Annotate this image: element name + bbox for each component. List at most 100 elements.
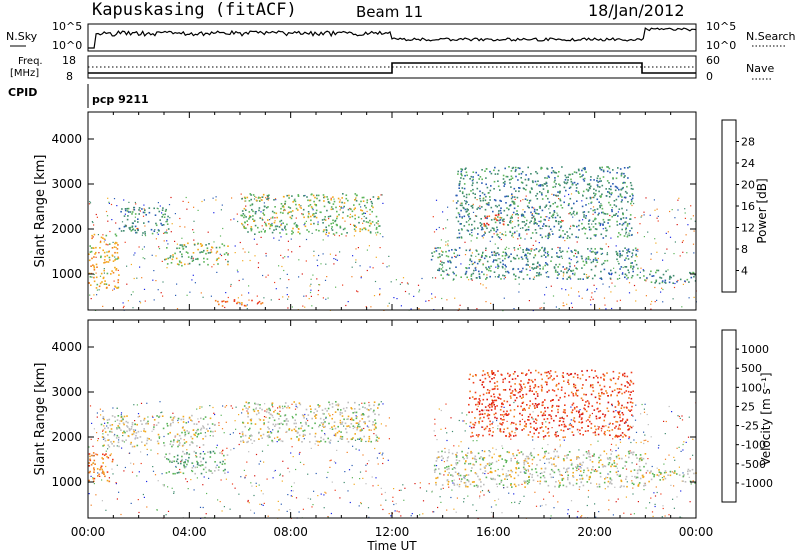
power-y-tick-label: 3000 <box>51 177 82 191</box>
power-speckle <box>187 295 188 296</box>
power-echo-cell <box>258 231 260 233</box>
power-echo-cell <box>597 208 599 210</box>
power-echo-cell <box>523 221 525 223</box>
velocity-speckle <box>350 502 351 503</box>
power-speckle <box>365 213 366 214</box>
velocity-echo-cell <box>502 474 504 476</box>
power-echo-cell <box>466 277 468 279</box>
velocity-echo-cell <box>223 455 225 457</box>
power-echo-cell <box>331 226 333 228</box>
velocity-echo-cell <box>203 444 205 446</box>
power-echo-cell <box>465 203 467 205</box>
velocity-echo-cell <box>203 427 205 429</box>
power-echo-cell <box>611 273 613 275</box>
velocity-echo-cell <box>268 437 270 439</box>
power-echo-cell <box>529 222 531 224</box>
velocity-echo-cell <box>480 464 482 466</box>
power-echo-cell <box>166 258 168 260</box>
power-echo-cell <box>486 223 488 225</box>
velocity-echo-cell <box>363 421 365 423</box>
power-echo-cell <box>511 235 513 237</box>
power-echo-cell <box>132 211 134 213</box>
velocity-speckle <box>141 463 142 464</box>
power-echo-cell <box>497 265 499 267</box>
power-echo-cell <box>327 199 329 201</box>
velocity-speckle <box>553 507 554 508</box>
power-echo-cell <box>155 214 157 216</box>
power-speckle <box>339 251 340 252</box>
velocity-speckle <box>466 423 467 424</box>
velocity-echo-cell <box>515 424 517 426</box>
velocity-speckle <box>607 430 608 431</box>
power-echo-cell <box>590 198 592 200</box>
power-speckle <box>144 289 145 290</box>
power-echo-cell <box>611 192 613 194</box>
power-echo-cell <box>267 219 269 221</box>
power-echo-cell <box>601 167 603 169</box>
velocity-echo-cell <box>341 423 343 425</box>
velocity-speckle <box>397 511 398 512</box>
power-echo-cell <box>330 215 332 217</box>
power-echo-cell <box>244 227 246 229</box>
power-speckle <box>590 208 591 209</box>
velocity-echo-cell <box>374 424 376 426</box>
power-echo-cell <box>259 197 261 199</box>
velocity-speckle <box>359 478 360 479</box>
velocity-echo-cell <box>576 483 578 485</box>
velocity-echo-cell <box>173 439 175 441</box>
power-echo-cell <box>629 251 631 253</box>
velocity-speckle <box>630 442 631 443</box>
velocity-speckle <box>464 498 465 499</box>
velocity-speckle <box>674 460 675 461</box>
power-speckle <box>268 275 269 276</box>
power-speckle <box>657 209 658 210</box>
power-echo-cell <box>295 204 297 206</box>
power-echo-cell <box>182 246 184 248</box>
power-speckle <box>355 248 356 249</box>
power-speckle <box>611 308 612 309</box>
velocity-echo-cell <box>101 457 103 459</box>
velocity-echo-cell <box>489 462 491 464</box>
velocity-speckle <box>147 454 148 455</box>
power-echo-cell <box>176 248 178 250</box>
velocity-speckle <box>329 460 330 461</box>
velocity-echo-cell <box>444 467 446 469</box>
velocity-speckle <box>273 417 274 418</box>
power-echo-cell <box>610 186 612 188</box>
power-speckle <box>644 214 645 215</box>
power-echo-cell <box>91 238 93 240</box>
velocity-echo-cell <box>200 461 202 463</box>
velocity-speckle <box>383 458 384 459</box>
power-echo-cell <box>227 301 229 303</box>
power-echo-cell <box>130 211 132 213</box>
power-echo-cell <box>630 214 632 216</box>
power-echo-cell <box>492 227 494 229</box>
velocity-echo-cell <box>177 455 179 457</box>
power-speckle <box>364 216 365 217</box>
power-speckle <box>588 203 589 204</box>
power-echo-cell <box>90 265 92 267</box>
velocity-echo-cell <box>479 479 481 481</box>
power-echo-cell <box>328 216 330 218</box>
velocity-echo-cell <box>607 458 609 460</box>
power-echo-cell <box>432 255 434 257</box>
velocity-echo-cell <box>543 457 545 459</box>
velocity-echo-cell <box>186 422 188 424</box>
velocity-speckle <box>244 477 245 478</box>
power-echo-cell <box>582 228 584 230</box>
velocity-echo-cell <box>375 423 377 425</box>
velocity-echo-cell <box>301 441 303 443</box>
power-echo-cell <box>338 198 340 200</box>
power-speckle <box>530 270 531 271</box>
velocity-speckle <box>186 449 187 450</box>
power-echo-cell <box>548 233 550 235</box>
velocity-echo-cell <box>192 467 194 469</box>
power-echo-cell <box>284 227 286 229</box>
velocity-speckle <box>354 484 355 485</box>
power-speckle <box>564 240 565 241</box>
velocity-echo-cell <box>521 451 523 453</box>
velocity-echo-cell <box>457 473 459 475</box>
power-echo-cell <box>688 281 690 283</box>
velocity-echo-cell <box>101 469 103 471</box>
power-echo-cell <box>476 208 478 210</box>
